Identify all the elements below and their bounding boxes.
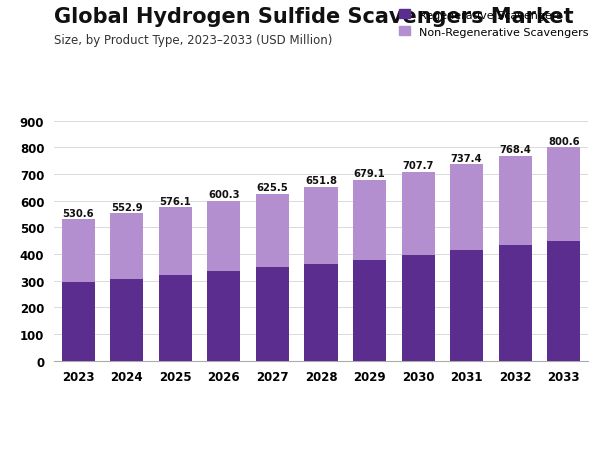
Text: 625.5: 625.5 bbox=[257, 183, 289, 193]
Bar bbox=[159, 207, 192, 275]
Text: 576.1: 576.1 bbox=[160, 196, 191, 206]
Bar bbox=[450, 250, 483, 361]
Text: The Market will Grow: The Market will Grow bbox=[15, 400, 132, 410]
Text: 707.7: 707.7 bbox=[403, 161, 434, 171]
Bar bbox=[110, 279, 143, 361]
Text: 737.4: 737.4 bbox=[451, 153, 482, 163]
Bar bbox=[499, 156, 532, 246]
Bar bbox=[62, 282, 95, 361]
Text: ONE STOP SHOP FOR THE REPORTS: ONE STOP SHOP FOR THE REPORTS bbox=[507, 429, 600, 434]
Text: At the CAGR of:: At the CAGR of: bbox=[15, 427, 101, 437]
Text: 768.4: 768.4 bbox=[499, 145, 531, 155]
Bar bbox=[499, 246, 532, 361]
Bar bbox=[304, 265, 338, 361]
Text: ∼∼: ∼∼ bbox=[489, 409, 512, 423]
Bar bbox=[304, 188, 338, 265]
Bar bbox=[401, 173, 434, 255]
Bar bbox=[256, 267, 289, 361]
Text: 4.2%: 4.2% bbox=[129, 403, 202, 429]
Bar bbox=[353, 180, 386, 260]
Text: Global Hydrogen Sulfide Scavengers Market: Global Hydrogen Sulfide Scavengers Marke… bbox=[54, 7, 574, 27]
Text: market.us: market.us bbox=[507, 401, 574, 414]
Bar bbox=[401, 255, 434, 361]
Text: 651.8: 651.8 bbox=[305, 176, 337, 186]
Bar bbox=[208, 271, 241, 361]
Bar bbox=[208, 201, 241, 271]
Text: 530.6: 530.6 bbox=[62, 208, 94, 218]
Text: Size, by Product Type, 2023–2033 (USD Million): Size, by Product Type, 2023–2033 (USD Mi… bbox=[54, 34, 332, 47]
Text: The Forecasted Market: The Forecasted Market bbox=[231, 400, 358, 410]
Text: 800.6: 800.6 bbox=[548, 136, 580, 147]
Text: $800.6M: $800.6M bbox=[357, 403, 485, 429]
Bar bbox=[353, 260, 386, 361]
Text: 600.3: 600.3 bbox=[208, 189, 239, 200]
Bar bbox=[450, 165, 483, 250]
Bar bbox=[256, 194, 289, 267]
Bar bbox=[110, 214, 143, 279]
Text: 679.1: 679.1 bbox=[353, 169, 385, 179]
Bar bbox=[159, 275, 192, 361]
Text: 552.9: 552.9 bbox=[111, 202, 143, 212]
Bar bbox=[547, 148, 580, 241]
Legend: Regenerative Scavengers, Non-Regenerative Scavengers: Regenerative Scavengers, Non-Regenerativ… bbox=[399, 10, 589, 37]
Bar bbox=[547, 241, 580, 361]
Bar bbox=[62, 220, 95, 282]
Text: Size for 2033 in USD:: Size for 2033 in USD: bbox=[231, 427, 347, 437]
